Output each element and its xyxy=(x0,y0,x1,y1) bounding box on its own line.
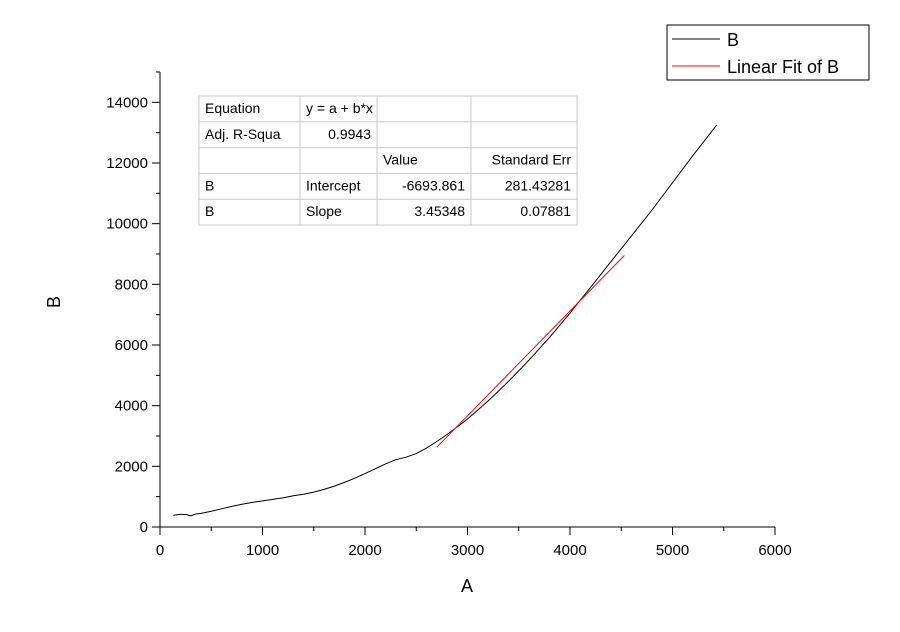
stats-cell: Adj. R-Squa xyxy=(205,126,281,142)
y-tick-label: 0 xyxy=(140,519,148,536)
series-line-fit xyxy=(436,255,625,448)
stats-cell: B xyxy=(205,203,214,219)
stats-cell: Value xyxy=(383,152,418,168)
legend-label-b: B xyxy=(727,30,739,50)
x-tick-label: 4000 xyxy=(553,542,586,559)
x-tick-label: 3000 xyxy=(451,542,484,559)
stats-cell: y = a + b*x xyxy=(306,100,373,116)
x-tick-label: 0 xyxy=(156,542,164,559)
stats-cell: 281.43281 xyxy=(505,177,571,193)
stats-table-grid xyxy=(199,96,577,225)
stats-cell: 3.45348 xyxy=(414,203,465,219)
x-axis-title: A xyxy=(461,576,473,596)
y-ticks: 0 2000 4000 6000 8000 10000 12000 14000 xyxy=(106,71,160,536)
x-tick-label: 5000 xyxy=(656,542,689,559)
stats-cell: Intercept xyxy=(306,177,361,193)
legend-box xyxy=(666,24,870,81)
stats-cell: B xyxy=(205,177,214,193)
stats-cell: Standard Err xyxy=(492,152,572,168)
stats-cell: -6693.861 xyxy=(402,177,465,193)
y-tick-label: 8000 xyxy=(115,276,148,293)
y-tick-label: 12000 xyxy=(106,155,148,172)
stats-cell: 0.9943 xyxy=(328,126,371,142)
series-layer xyxy=(173,124,717,517)
y-tick-label: 6000 xyxy=(115,337,148,354)
stats-cell: Equation xyxy=(205,100,260,116)
stats-table-cells: Equation y = a + b*x Adj. R-Squa 0.9943 Valu… xyxy=(205,100,571,219)
y-axis-title: B xyxy=(44,296,64,308)
y-tick-label: 2000 xyxy=(115,458,148,475)
stats-table-frame xyxy=(198,95,578,226)
y-tick-label: 10000 xyxy=(106,216,148,233)
legend: B Linear Fit of B xyxy=(666,24,870,81)
y-tick-label: 14000 xyxy=(106,94,148,111)
series-line-b xyxy=(173,124,717,517)
x-tick-label: 2000 xyxy=(348,542,381,559)
y-tick-label: 4000 xyxy=(115,398,148,415)
legend-label-fit: Linear Fit of B xyxy=(727,57,839,77)
stats-cell: Slope xyxy=(306,203,342,219)
x-tick-label: 6000 xyxy=(758,542,791,559)
x-ticks: 0 1000 2000 3000 4000 5000 6000 xyxy=(156,527,792,559)
stats-cell: 0.07881 xyxy=(520,203,571,219)
stats-table: Equation y = a + b*x Adj. R-Squa 0.9943 Valu… xyxy=(198,95,578,226)
x-tick-label: 1000 xyxy=(246,542,279,559)
